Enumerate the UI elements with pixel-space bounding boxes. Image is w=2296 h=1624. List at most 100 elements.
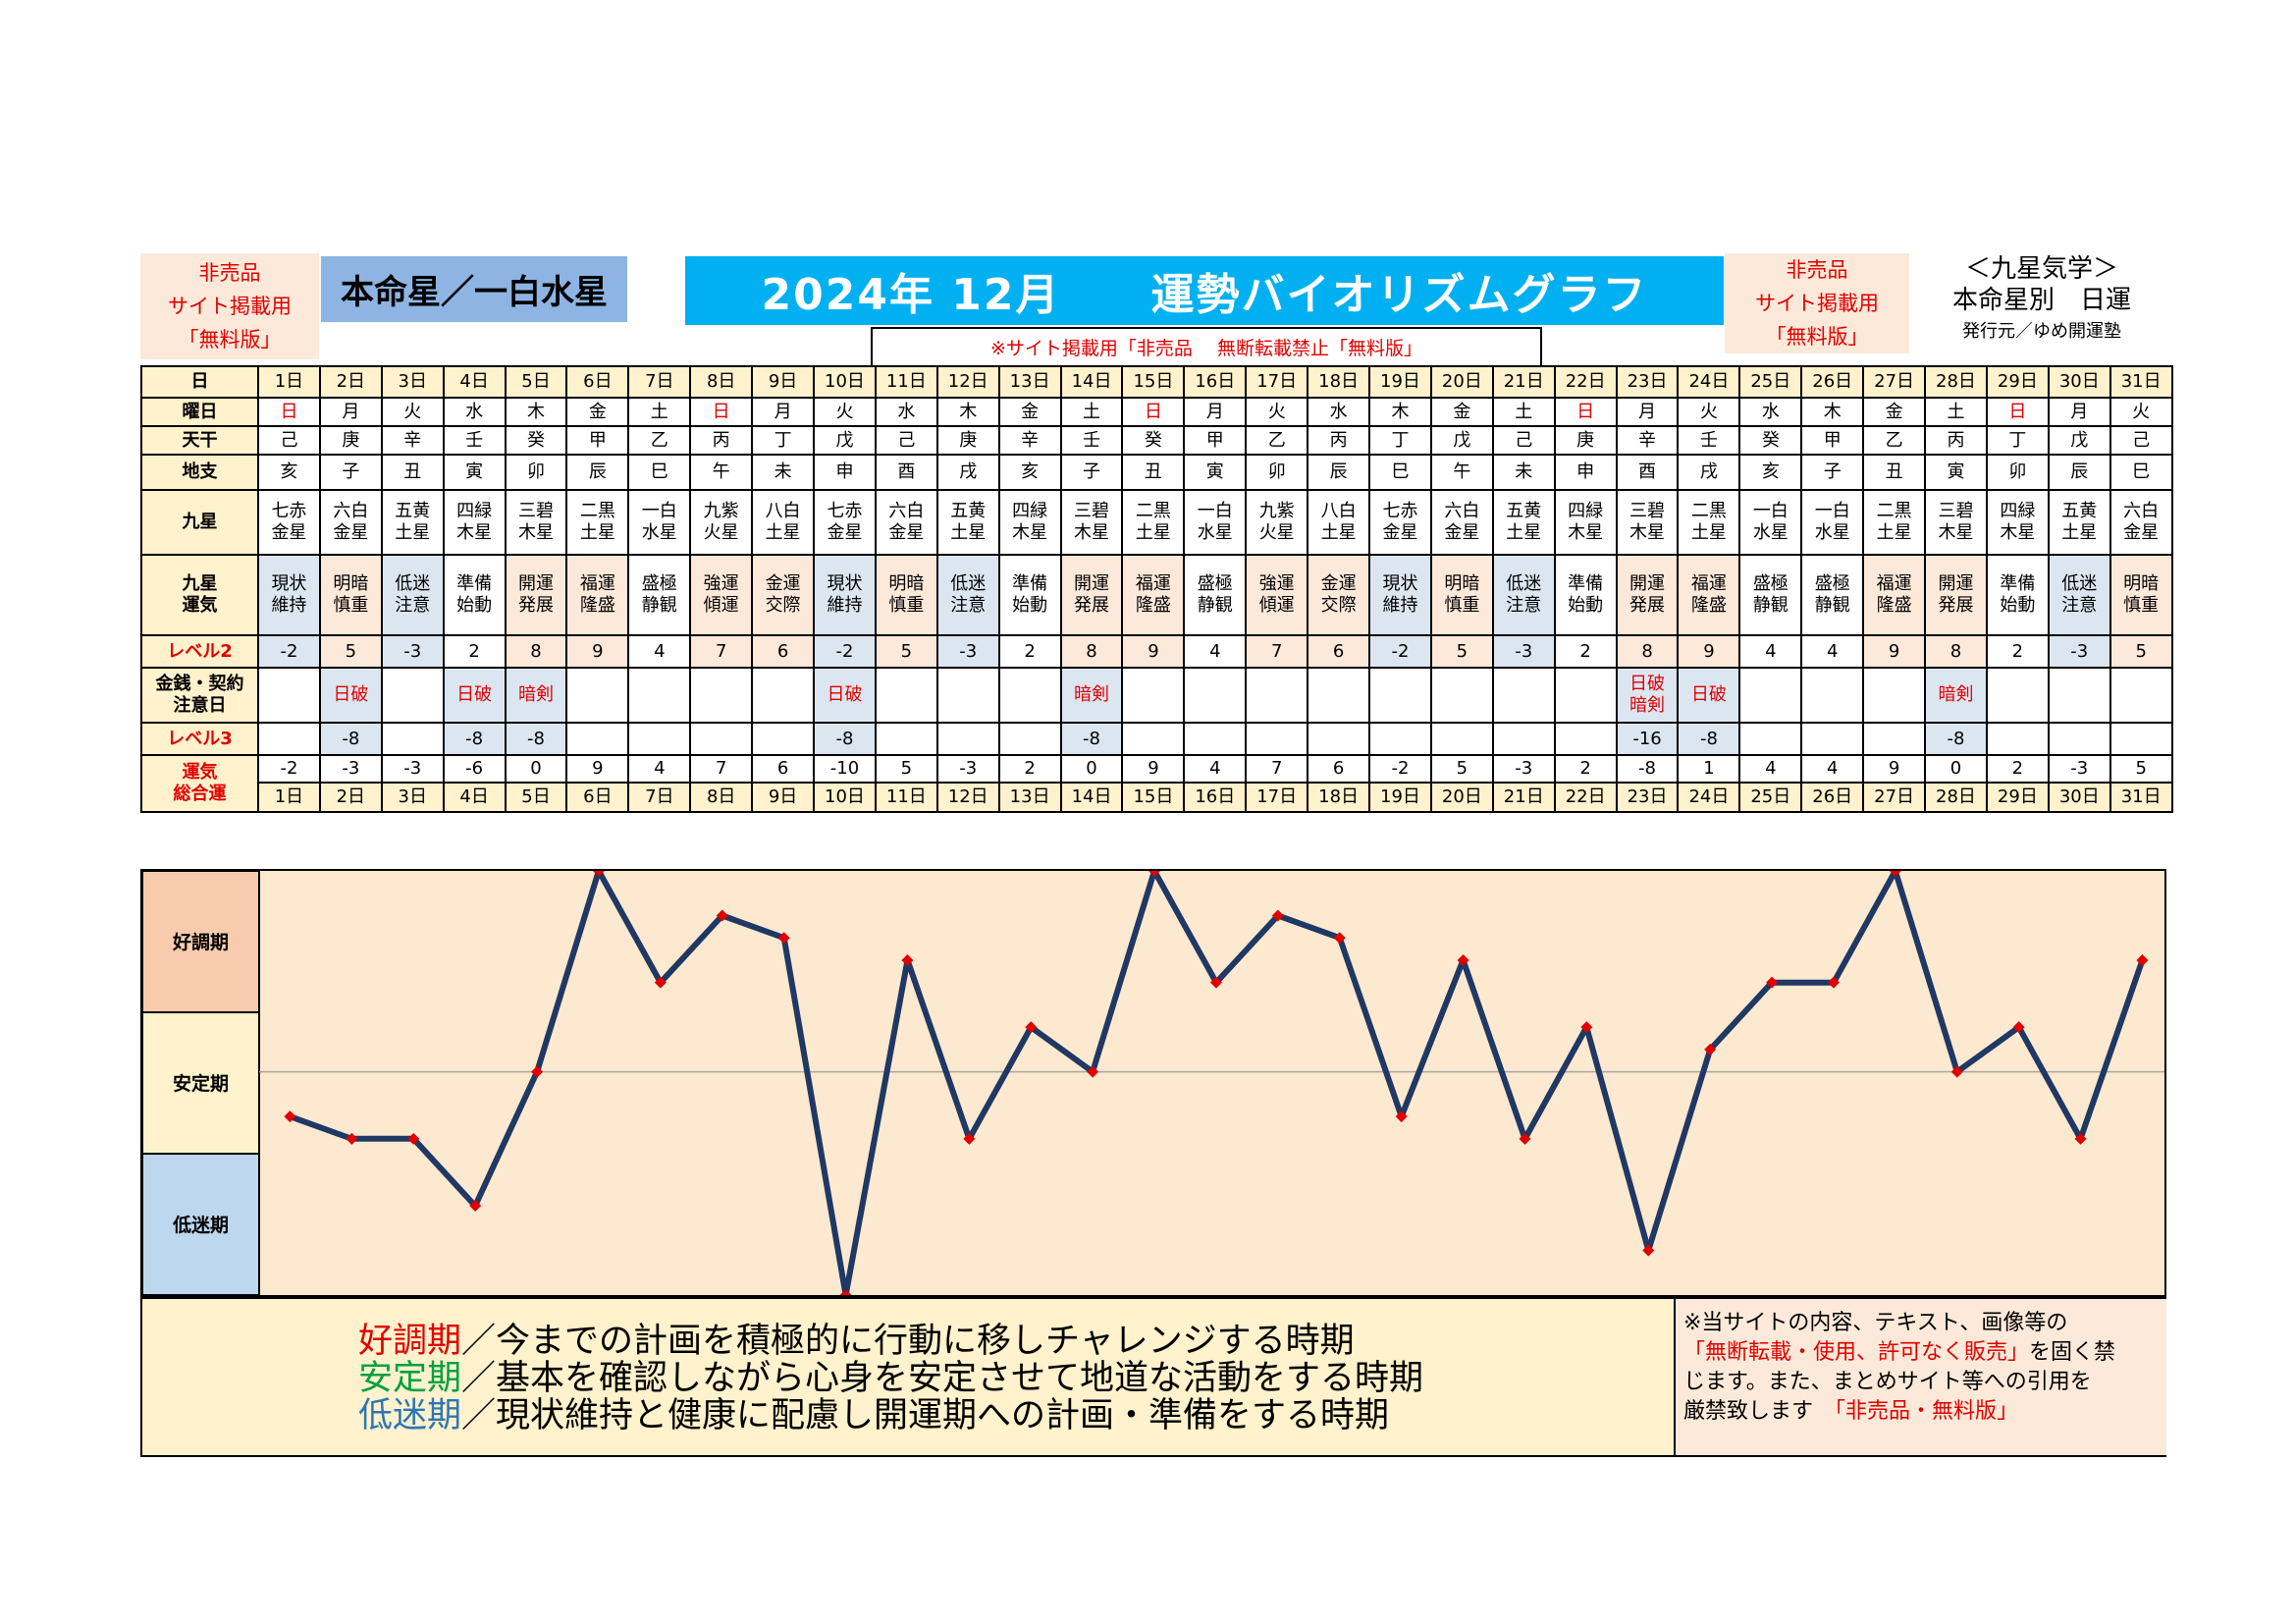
- unki-cell: 低迷 注意: [380, 554, 445, 636]
- unki-cell: 盛極 静観: [627, 554, 692, 636]
- kyusei-cell: 六白 金星: [1429, 489, 1494, 556]
- total-cell: 9: [565, 754, 630, 784]
- cell-line: 明暗: [333, 573, 369, 594]
- total-cell: 5: [2109, 754, 2173, 784]
- day-cell: 29日: [1985, 365, 2050, 399]
- total-cell: -3: [935, 754, 1000, 784]
- notice-line2-rest: を固く禁: [2029, 1340, 2116, 1365]
- money-cell: [874, 667, 938, 724]
- level3-cell: [935, 722, 1000, 756]
- cell-line: 土星: [1690, 522, 1727, 543]
- total-cell: 4: [1800, 754, 1865, 784]
- tenkan-cell: 癸: [504, 425, 568, 456]
- chishi-cell: 寅: [1924, 454, 1988, 491]
- day-bottom-cell: 8日: [689, 782, 754, 813]
- total-cell: 7: [1245, 754, 1309, 784]
- cell-line: 金運: [765, 573, 801, 594]
- unki-cell: 福運 隆盛: [1862, 554, 1927, 636]
- unki-cell: 低迷 注意: [2047, 554, 2111, 636]
- kyusei-cell: 二黒 土星: [1862, 489, 1927, 556]
- money-cell: [1307, 667, 1371, 724]
- day-cell: 13日: [997, 365, 1062, 399]
- copyright-notice: ※当サイトの内容、テキスト、画像等の 「無断転載・使用、許可なく販売」を固く禁 …: [1674, 1299, 2166, 1455]
- total-cell: 2: [1553, 754, 1618, 784]
- cell-line: 静観: [1197, 595, 1233, 616]
- cell-line: 低迷: [395, 573, 431, 594]
- cell-line: 三碧: [1074, 501, 1110, 521]
- row-weekday: 曜日日月火水木金土日月火水木金土日月火水木金土日月火水木金土日月火: [140, 397, 2173, 427]
- day-cell: 14日: [1059, 365, 1124, 399]
- day-bottom-cell: 3日: [380, 782, 445, 813]
- weekday-cell: 金: [1862, 397, 1927, 427]
- level2-cell: -2: [813, 634, 877, 669]
- kyusei-cell: 五黄 土星: [2047, 489, 2111, 556]
- cell-line: 五黄: [2061, 501, 2098, 521]
- data-point: [1827, 976, 1840, 989]
- total-cell: 2: [1985, 754, 2050, 784]
- money-cell: [1862, 667, 1927, 724]
- money-cell: 日破: [813, 667, 877, 724]
- day-cell: 11日: [874, 365, 938, 399]
- cell-line: 三碧: [1629, 501, 1666, 521]
- legend-stable: 安定期／基本を確認しながら心身を安定させて地道な活動をする時期: [358, 1356, 1423, 1401]
- weekday-cell: 月: [2047, 397, 2111, 427]
- money-cell: [1368, 667, 1432, 724]
- weekday-cell: 水: [442, 397, 507, 427]
- cell-line: 木星: [1074, 522, 1110, 543]
- cell-line: 土星: [1135, 522, 1171, 543]
- cell-line: 日破: [1690, 684, 1727, 705]
- weekday-cell: 土: [1491, 397, 1556, 427]
- kyusei-cell: 三碧 木星: [1924, 489, 1988, 556]
- notice-line2: 「無断転載・使用、許可なく販売」を固く禁: [1683, 1338, 2159, 1368]
- cell-line: 隆盛: [1690, 595, 1727, 616]
- cell-line: 五黄: [395, 501, 431, 521]
- chishi-cell: 卯: [1245, 454, 1309, 491]
- unki-cell: 盛極 静観: [1800, 554, 1865, 636]
- nonsale-right-line1: 非売品: [1786, 258, 1848, 282]
- unki-cell: 福運 隆盛: [1677, 554, 1741, 636]
- day-cell: 5日: [504, 365, 568, 399]
- level2-cell: 7: [1245, 634, 1309, 669]
- cell-line: 注意: [1506, 595, 1542, 616]
- day-cell: 12日: [935, 365, 1000, 399]
- total-cell: 4: [1183, 754, 1248, 784]
- tenkan-cell: 丁: [1985, 425, 2050, 456]
- total-cell: -3: [380, 754, 445, 784]
- cell-line: 明暗: [2123, 573, 2160, 594]
- total-cell: 6: [751, 754, 816, 784]
- cell-line: 強運: [703, 573, 739, 594]
- level3-cell: [1183, 722, 1248, 756]
- cell-line: 四緑: [456, 501, 493, 521]
- kyusei-cell: 三碧 木星: [1615, 489, 1680, 556]
- notice-line4-text: 厳禁致します: [1683, 1399, 1814, 1424]
- cell-line: 九紫: [703, 501, 739, 521]
- weekday-cell: 木: [1368, 397, 1432, 427]
- zone-band: [142, 1153, 260, 1295]
- tenkan-cell: 乙: [1245, 425, 1309, 456]
- tenkan-cell: 丁: [751, 425, 816, 456]
- chishi-cell: 午: [689, 454, 754, 491]
- money-cell: 暗剣: [504, 667, 568, 724]
- chishi-cell: 巳: [2109, 454, 2173, 491]
- level3-cell: [1368, 722, 1432, 756]
- level3-cell: -8: [813, 722, 877, 756]
- weekday-cell: 金: [997, 397, 1062, 427]
- weekday-cell: 火: [813, 397, 877, 427]
- cell-line: 盛極: [1197, 573, 1233, 594]
- money-cell: [997, 667, 1062, 724]
- row-label-chishi: 地支: [140, 454, 259, 491]
- unki-cell: 現状 維持: [1368, 554, 1432, 636]
- level3-cell: [1738, 722, 1803, 756]
- kyusei-cell: 一白 水星: [627, 489, 692, 556]
- weekday-cell: 火: [2109, 397, 2173, 427]
- kyusei-cell: 二黒 土星: [1677, 489, 1741, 556]
- weekday-cell: 月: [1183, 397, 1248, 427]
- legend-stable-text: ／基本を確認しながら心身を安定させて地道な活動をする時期: [461, 1359, 1424, 1398]
- money-cell: 暗剣: [1059, 667, 1124, 724]
- tenkan-cell: 壬: [442, 425, 507, 456]
- cell-line: 静観: [1814, 595, 1850, 616]
- cell-line: 六白: [2123, 501, 2160, 521]
- cell-line: 始動: [1012, 595, 1048, 616]
- chishi-cell: 子: [318, 454, 383, 491]
- money-cell: [565, 667, 630, 724]
